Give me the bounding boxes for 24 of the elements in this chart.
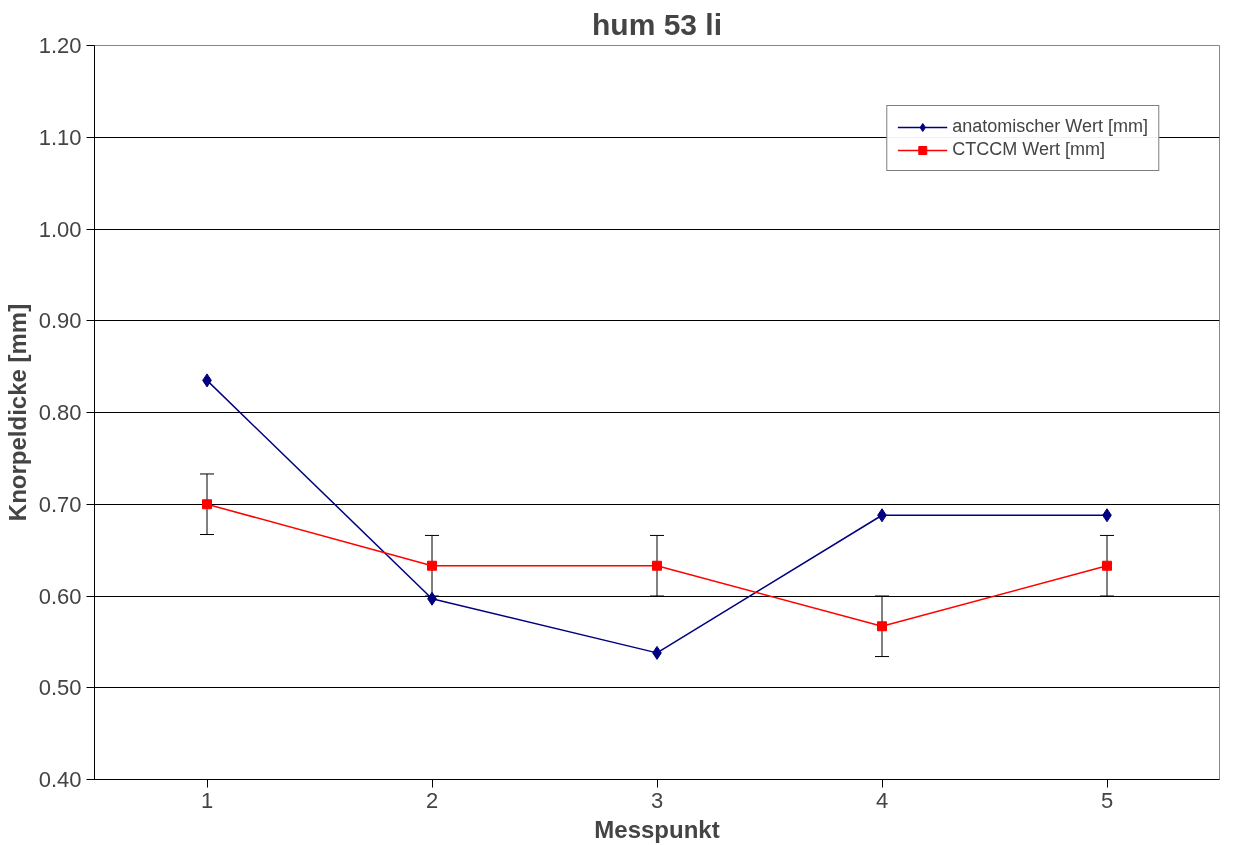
legend-label: anatomischer Wert [mm] <box>952 116 1148 137</box>
y-tick-label: 0.40 <box>38 767 82 792</box>
chart-title: hum 53 li <box>591 7 723 41</box>
y-tick-label: 0.50 <box>38 675 82 701</box>
point <box>877 621 887 632</box>
x-tick-label: 1 <box>200 787 214 813</box>
x-tick-label: 5 <box>1100 787 1114 813</box>
y-tick-label: 1.20 <box>38 33 82 58</box>
x-tick-label: 4 <box>875 787 889 813</box>
y-tick-label: 1.00 <box>38 216 82 242</box>
y-tick-label: 0.90 <box>38 308 82 334</box>
x-tick-label: 3 <box>650 787 664 813</box>
point <box>427 560 437 571</box>
point <box>1102 560 1112 571</box>
point <box>652 560 662 571</box>
y-tick-label: 0.70 <box>38 491 82 517</box>
y-tick-label: 1.10 <box>38 124 82 150</box>
point <box>202 499 212 510</box>
y-axis-title: Knorpeldicke [mm] <box>3 303 31 522</box>
legend-label: CTCCM Wert [mm] <box>952 139 1105 160</box>
x-axis-title: Messpunkt <box>594 815 720 843</box>
y-tick-label: 0.60 <box>38 583 82 609</box>
x-tick-label: 2 <box>425 787 439 813</box>
y-tick-label: 0.80 <box>38 400 82 425</box>
